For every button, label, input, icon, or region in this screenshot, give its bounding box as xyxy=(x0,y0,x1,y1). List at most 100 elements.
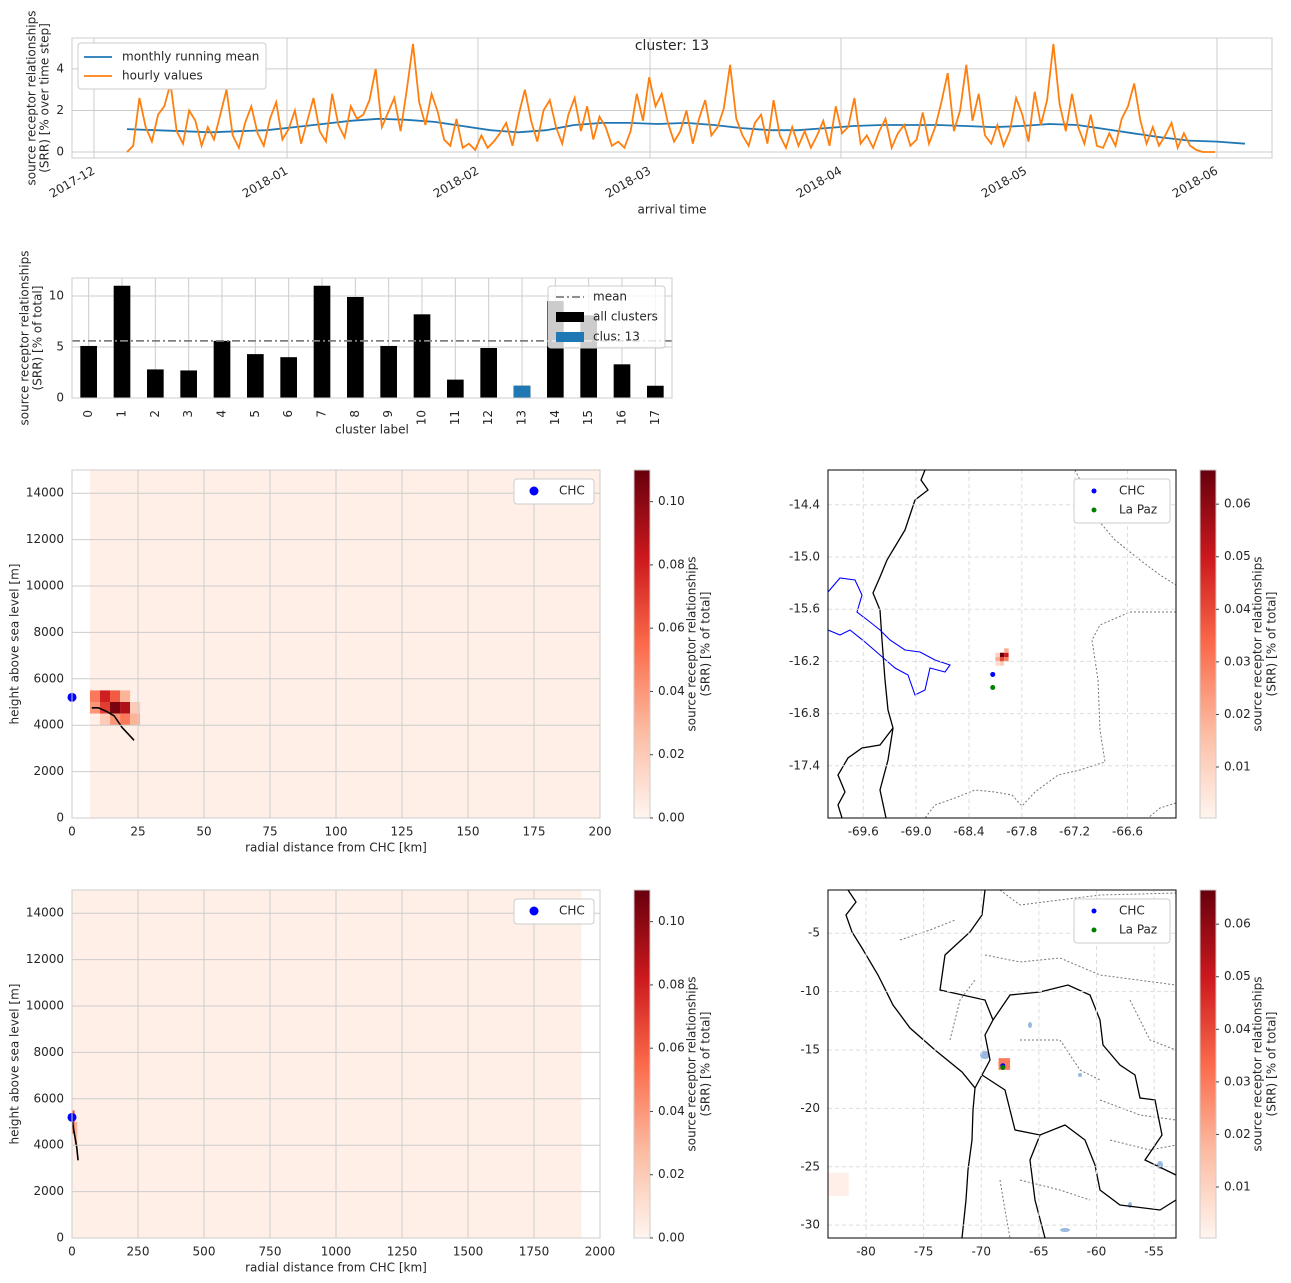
x-tick-label: 0 xyxy=(68,1245,76,1259)
y-tick-label: 0 xyxy=(56,811,64,825)
y-tick-label: 2000 xyxy=(33,764,64,778)
heat-cell xyxy=(828,1172,849,1196)
heat-cell xyxy=(99,690,111,702)
bar xyxy=(480,348,497,398)
colorbar-tick-label: 0.05 xyxy=(1224,549,1251,563)
map-outlines xyxy=(828,470,1176,818)
bar xyxy=(213,340,231,398)
y-tick-label: -16.2 xyxy=(789,654,820,668)
x-tick-label: 3 xyxy=(181,410,195,418)
axes-frame xyxy=(827,889,1177,1239)
y-axis-label: source receptor relationships xyxy=(25,11,39,186)
bar xyxy=(247,354,264,398)
colorbar-tick-label: 0.02 xyxy=(658,747,685,761)
x-tick-label: 2000 xyxy=(585,1245,616,1259)
site-point xyxy=(990,685,996,690)
x-tick-label: 13 xyxy=(515,410,529,425)
plot-area xyxy=(89,470,600,818)
y-tick-label: 6000 xyxy=(33,1091,64,1105)
colorbar-tick-label: 0.08 xyxy=(658,977,685,991)
heat-cell xyxy=(110,702,121,714)
colorbar-tick-label: 0.03 xyxy=(1224,654,1251,668)
legend-marker xyxy=(1091,507,1097,513)
colorbar-tick-label: 0.04 xyxy=(1224,1022,1251,1036)
x-tick-label: 0 xyxy=(68,825,76,839)
x-tick-label: 250 xyxy=(127,1245,150,1259)
colorbar-label: (SRR) [% of total] xyxy=(1265,1012,1279,1117)
y-tick-label: 5 xyxy=(56,339,64,353)
bar xyxy=(347,296,364,398)
x-tick-label: 6 xyxy=(281,410,295,418)
heat-cell xyxy=(72,890,582,1238)
x-tick-label: -55 xyxy=(1144,1245,1164,1259)
x-tick-label: -70 xyxy=(971,1245,991,1259)
y-tick-label: 10000 xyxy=(26,999,64,1013)
x-tick-label: 2018-05 xyxy=(979,164,1029,201)
colorbar-tick-label: 0.10 xyxy=(658,914,685,928)
heat-cell xyxy=(995,652,1000,658)
x-tick-label: -67.8 xyxy=(1006,825,1037,839)
colorbar-tick-label: 0.04 xyxy=(658,684,685,698)
legend-label: CHC xyxy=(1119,904,1145,918)
y-tick-label: 4000 xyxy=(33,1138,64,1152)
colorbar-tick-label: 0.02 xyxy=(658,1167,685,1181)
y-tick-label: -15 xyxy=(800,1042,820,1056)
legend-box xyxy=(513,898,595,925)
legend-label: mean xyxy=(593,290,627,304)
x-tick-label: -75 xyxy=(914,1245,934,1259)
heat-cell xyxy=(999,652,1005,658)
axes-frame xyxy=(71,37,1273,159)
y-tick-label: -30 xyxy=(800,1218,820,1232)
legend-label: all clusters xyxy=(593,310,658,324)
series-line xyxy=(126,43,1215,153)
y-tick-label: 0 xyxy=(56,391,64,405)
heat-cell xyxy=(120,702,131,714)
x-tick-label: -69.6 xyxy=(848,825,879,839)
colorbar-tick-label: 0.03 xyxy=(1224,1074,1251,1088)
colorbar-label: source receptor relationships xyxy=(1251,557,1265,732)
x-tick-label: 200 xyxy=(589,825,612,839)
colorbar-label: (SRR) [% of total] xyxy=(699,592,713,697)
legend-label: La Paz xyxy=(1119,923,1157,937)
x-tick-label: 1750 xyxy=(519,1245,550,1259)
colorbar-tick-label: 0.04 xyxy=(658,1104,685,1118)
x-tick-label: 750 xyxy=(259,1245,282,1259)
y-tick-label: -5 xyxy=(808,926,820,940)
x-tick-label: 9 xyxy=(381,410,395,418)
colorbar-tick-label: 0.08 xyxy=(658,557,685,571)
x-axis-label: radial distance from CHC [km] xyxy=(245,1261,427,1275)
x-tick-label: -67.2 xyxy=(1059,825,1090,839)
x-tick-label: 150 xyxy=(457,825,480,839)
bar xyxy=(447,379,464,398)
colorbar-tick-label: 0.06 xyxy=(658,1041,685,1055)
y-tick-label: -15.6 xyxy=(789,602,820,616)
legend-marker xyxy=(1091,927,1097,933)
x-tick-label: -80 xyxy=(856,1245,876,1259)
x-axis-label: radial distance from CHC [km] xyxy=(245,841,427,855)
axes-frame xyxy=(827,469,1177,819)
axes-frame xyxy=(71,889,601,1239)
bar xyxy=(280,357,297,398)
x-tick-label: 4 xyxy=(215,410,229,418)
x-tick-label: 50 xyxy=(196,825,211,839)
y-tick-label: 0 xyxy=(56,144,64,158)
heat-cell xyxy=(120,690,131,702)
y-axis-label: source receptor relationships xyxy=(18,251,32,426)
colorbar-tick-label: 0.02 xyxy=(1224,707,1251,721)
x-tick-label: 25 xyxy=(130,825,145,839)
legend-label: clus: 13 xyxy=(593,330,640,344)
x-tick-label: 1 xyxy=(115,410,129,418)
x-tick-label: 12 xyxy=(481,410,495,425)
colorbar-tick-label: 0.04 xyxy=(1224,602,1251,616)
legend-label: La Paz xyxy=(1119,503,1157,517)
x-tick-label: 16 xyxy=(615,410,629,425)
legend-box xyxy=(1073,898,1171,944)
legend-marker xyxy=(1091,908,1097,914)
legend-box xyxy=(77,42,267,90)
heat-cell xyxy=(999,661,1005,666)
heat-cell xyxy=(1004,648,1009,653)
x-tick-label: 11 xyxy=(448,410,462,425)
series-line xyxy=(126,117,1246,145)
colorbar-tick-label: 0.10 xyxy=(658,494,685,508)
